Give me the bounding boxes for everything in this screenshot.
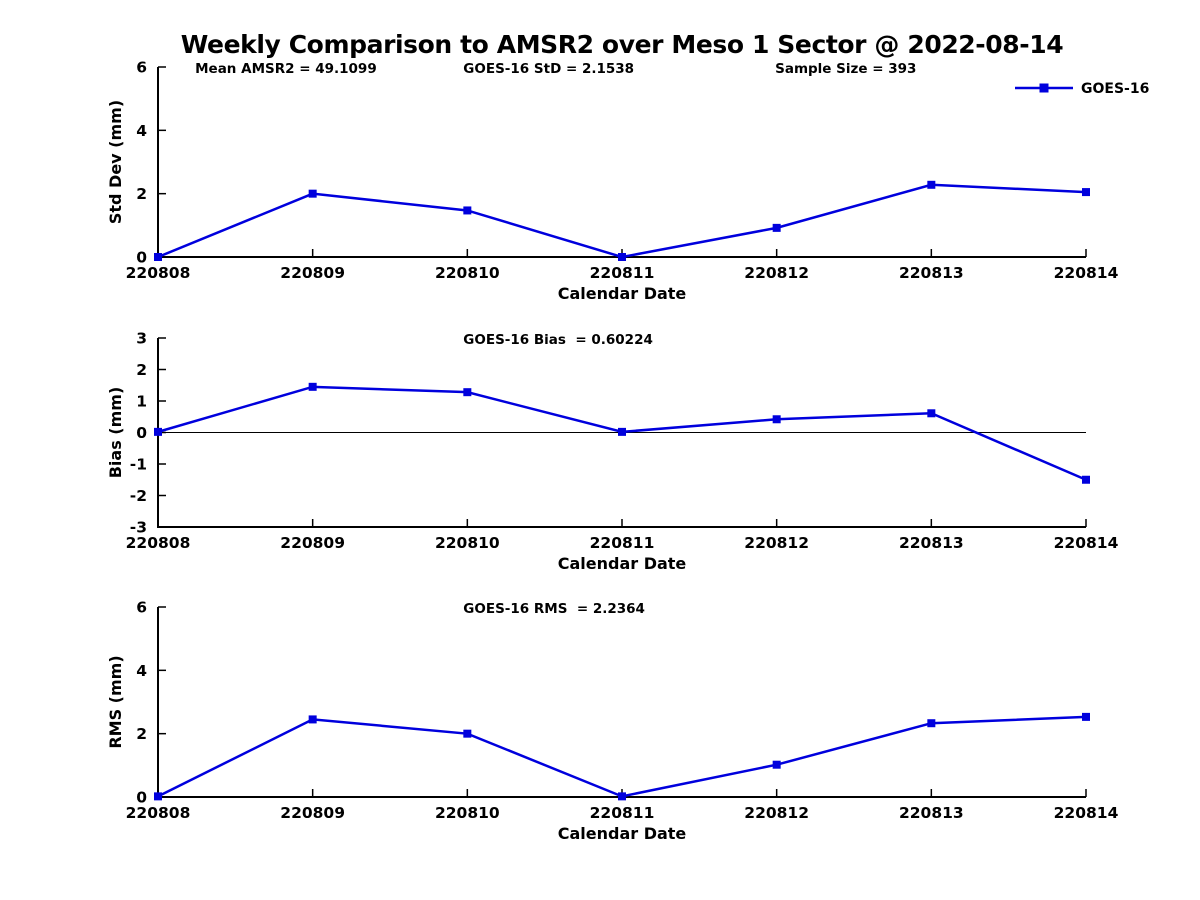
- data-point-marker: [927, 409, 936, 418]
- data-point-marker: [1082, 475, 1090, 484]
- x-tick-label: 220813: [899, 804, 964, 822]
- y-axis-label: RMS (mm): [106, 655, 125, 748]
- x-tick-label: 220812: [744, 264, 809, 282]
- x-tick-label: 220810: [435, 804, 500, 822]
- legend-marker: [1039, 83, 1049, 93]
- data-point-marker: [618, 427, 626, 436]
- y-axis-label: Bias (mm): [106, 387, 125, 479]
- data-point-marker: [927, 180, 936, 189]
- y-tick-label: -2: [130, 487, 147, 505]
- x-tick-label: 220814: [1054, 264, 1119, 282]
- x-tick-label: 220809: [280, 534, 345, 552]
- chart-std-dev: 0 2 4 6 220808 220809 220810 220811 220812 220813…: [106, 59, 1149, 304]
- x-tick-label: 220808: [126, 264, 191, 282]
- data-point-marker: [1082, 188, 1090, 197]
- x-tick-label: 220814: [1054, 534, 1119, 552]
- y-tick-label: -1: [130, 456, 147, 474]
- y-tick-label: 1: [136, 393, 147, 411]
- data-point-marker: [772, 223, 781, 232]
- y-tick-label: 6: [136, 59, 147, 77]
- data-point-marker: [772, 415, 781, 424]
- x-axis-label: Calendar Date: [558, 554, 687, 573]
- data-point-marker: [927, 719, 936, 728]
- data-point-marker: [463, 388, 472, 397]
- y-tick-label: 2: [136, 361, 147, 379]
- axis-spines: [157, 607, 1086, 798]
- y-tick-label: 0: [136, 424, 147, 442]
- y-tick-label: 4: [136, 662, 147, 680]
- x-tick-label: 220811: [590, 804, 655, 822]
- x-tick-label: 220811: [590, 534, 655, 552]
- x-axis-label: Calendar Date: [558, 824, 687, 843]
- x-tick-label: 220812: [744, 534, 809, 552]
- x-tick-label: 220814: [1054, 804, 1119, 822]
- x-tick-label: 220813: [899, 534, 964, 552]
- legend: GOES-16: [1015, 81, 1149, 97]
- x-axis-label: Calendar Date: [558, 284, 687, 303]
- axis-spines: [157, 67, 1086, 258]
- data-point-marker: [154, 427, 162, 436]
- y-tick-label: 4: [136, 122, 147, 140]
- y-tick-label: 2: [136, 725, 147, 743]
- stat-annotation: GOES-16 RMS = 2.2364: [463, 601, 645, 617]
- data-point-marker: [772, 760, 781, 769]
- data-point-marker: [463, 206, 472, 215]
- stat-annotation: Mean AMSR2 = 49.1099: [195, 61, 377, 77]
- y-tick-label: 6: [136, 599, 147, 617]
- y-axis-label: Std Dev (mm): [106, 100, 125, 224]
- x-tick-label: 220808: [126, 804, 191, 822]
- legend-label: GOES-16: [1081, 81, 1149, 97]
- series-line: [157, 183, 1087, 259]
- data-point-marker: [308, 715, 317, 724]
- stat-annotation: GOES-16 Bias = 0.60224: [463, 332, 653, 348]
- y-tick-label: -3: [130, 519, 147, 537]
- data-point-marker: [154, 253, 162, 261]
- data-point-marker: [154, 792, 162, 801]
- x-tick-label: 220813: [899, 264, 964, 282]
- x-tick-label: 220810: [435, 264, 500, 282]
- y-tick-label: 3: [136, 330, 147, 348]
- data-point-marker: [1082, 712, 1090, 721]
- y-tick-label: 2: [136, 185, 147, 203]
- data-point-marker: [618, 253, 626, 261]
- x-tick-label: 220812: [744, 804, 809, 822]
- chart-rms: 0 2 4 6 220808 220809 220810 220811 220812 220813…: [106, 599, 1119, 844]
- stat-annotation: GOES-16 StD = 2.1538: [463, 61, 634, 77]
- stat-annotation: Sample Size = 393: [775, 61, 916, 77]
- y-tick-label: 0: [136, 249, 147, 267]
- series-line: [157, 715, 1087, 798]
- x-tick-label: 220809: [280, 804, 345, 822]
- y-tick-label: 0: [136, 789, 147, 807]
- x-tick-label: 220811: [590, 264, 655, 282]
- chart-layers: 0 2 4 6 220808 220809 220810 220811 220812 220813…: [106, 59, 1149, 844]
- figure-title: Weekly Comparison to AMSR2 over Meso 1 S…: [181, 30, 1064, 59]
- data-point-marker: [308, 382, 317, 391]
- data-point-marker: [308, 189, 317, 198]
- chart-bias: -3 -2 -1 0 1 2 3 220808 220809 220810 220811 220812…: [106, 330, 1119, 574]
- data-point-marker: [463, 729, 472, 738]
- x-tick-label: 220810: [435, 534, 500, 552]
- x-tick-label: 220809: [280, 264, 345, 282]
- data-point-marker: [618, 792, 626, 801]
- x-tick-label: 220808: [126, 534, 191, 552]
